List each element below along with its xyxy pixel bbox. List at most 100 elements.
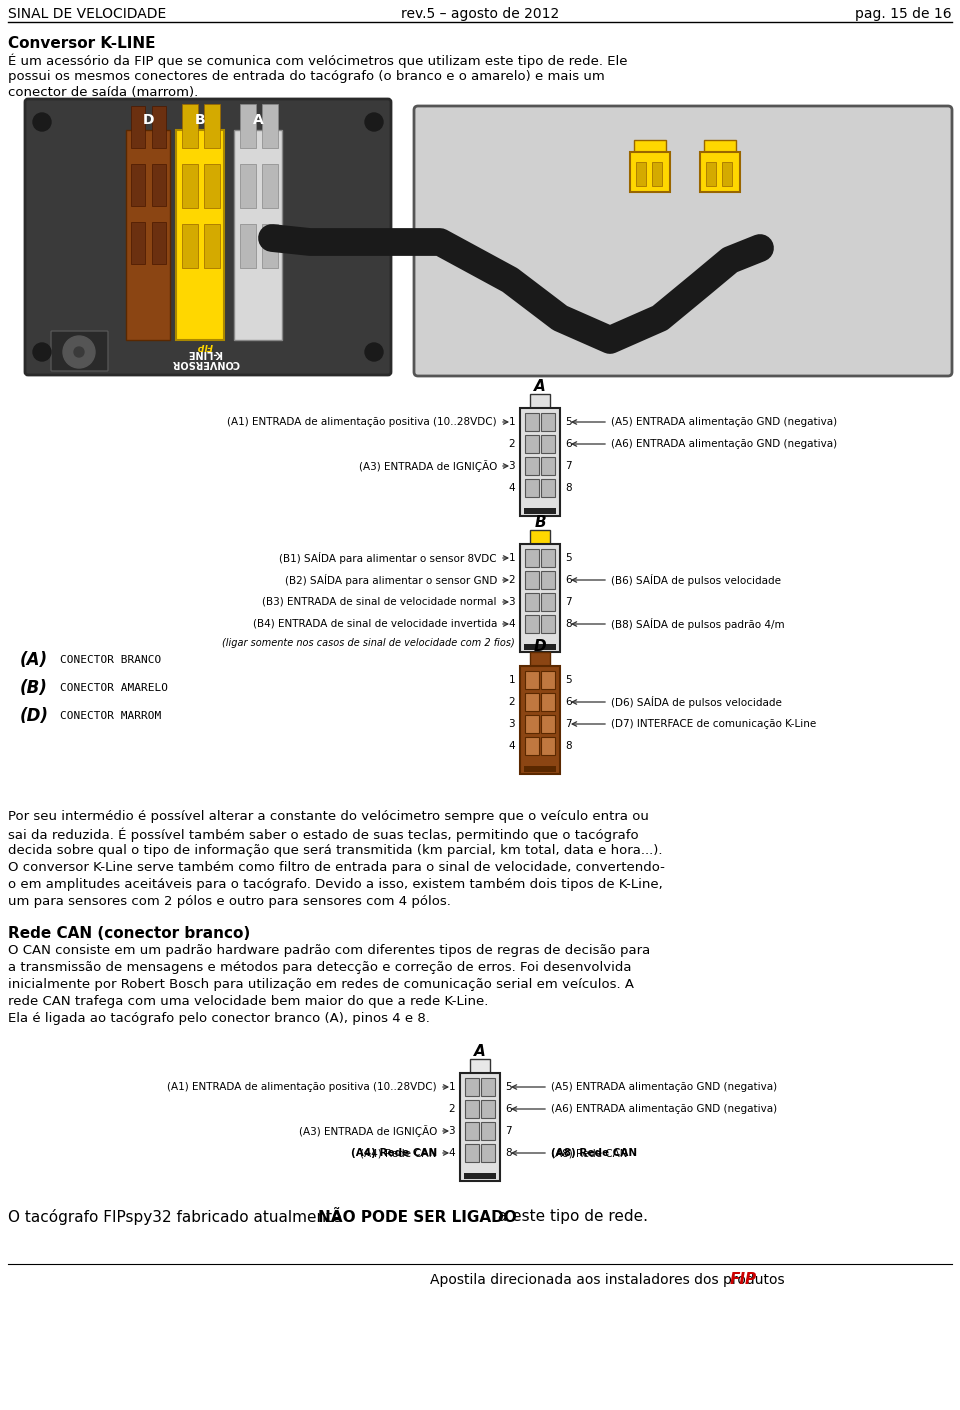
- Text: 6: 6: [565, 697, 571, 706]
- Bar: [126, 130, 170, 340]
- Text: (A8) Rede CAN: (A8) Rede CAN: [551, 1148, 637, 1158]
- Circle shape: [63, 336, 95, 368]
- Bar: [204, 104, 220, 148]
- Bar: [525, 413, 539, 431]
- Bar: [541, 436, 555, 453]
- Text: inicialmente por Robert Bosch para utilização em redes de comunicação serial em : inicialmente por Robert Bosch para utili…: [8, 979, 634, 991]
- Text: 7: 7: [565, 461, 571, 471]
- Bar: [524, 508, 556, 515]
- Text: 5: 5: [565, 675, 571, 685]
- Text: Apostila direcionada aos instaladores dos produtos: Apostila direcionada aos instaladores do…: [430, 1273, 784, 1287]
- Text: rev.5 – agosto de 2012: rev.5 – agosto de 2012: [401, 7, 559, 21]
- Text: 4: 4: [509, 619, 515, 629]
- Bar: [464, 1173, 496, 1179]
- Circle shape: [365, 113, 383, 131]
- Text: 1: 1: [509, 553, 515, 563]
- Bar: [541, 671, 555, 689]
- Bar: [700, 152, 740, 192]
- Text: (B2) SAÍDA para alimentar o sensor GND: (B2) SAÍDA para alimentar o sensor GND: [284, 574, 497, 587]
- Bar: [470, 1059, 490, 1073]
- Text: decida sobre qual o tipo de informação que será transmitida (km parcial, km tota: decida sobre qual o tipo de informação q…: [8, 845, 662, 857]
- FancyBboxPatch shape: [51, 331, 108, 371]
- Text: (A4) Rede CAN: (A4) Rede CAN: [361, 1148, 437, 1158]
- Text: (ligar somente nos casos de sinal de velocidade com 2 fios): (ligar somente nos casos de sinal de vel…: [223, 637, 515, 649]
- Text: 2: 2: [509, 439, 515, 448]
- Bar: [541, 737, 555, 754]
- Text: 8: 8: [505, 1148, 512, 1158]
- Bar: [524, 766, 556, 773]
- Bar: [182, 164, 198, 209]
- Text: (D7) INTERFACE de comunicação K-Line: (D7) INTERFACE de comunicação K-Line: [611, 719, 816, 729]
- Bar: [262, 224, 278, 268]
- Text: (A3) ENTRADA de IGNIÇÃO: (A3) ENTRADA de IGNIÇÃO: [299, 1125, 437, 1136]
- Bar: [525, 457, 539, 475]
- Text: 3: 3: [509, 596, 515, 606]
- Text: (B): (B): [20, 680, 48, 697]
- Text: 4: 4: [509, 742, 515, 752]
- Bar: [541, 692, 555, 711]
- Text: O conversor K-Line serve também como filtro de entrada para o sinal de velocidad: O conversor K-Line serve também como fil…: [8, 862, 665, 874]
- Bar: [530, 530, 550, 544]
- Bar: [636, 162, 646, 186]
- Text: A: A: [474, 1043, 486, 1059]
- Text: (A6) ENTRADA alimentação GND (negativa): (A6) ENTRADA alimentação GND (negativa): [611, 439, 837, 448]
- Text: (B8) SAÍDA de pulsos padrão 4/m: (B8) SAÍDA de pulsos padrão 4/m: [611, 618, 784, 630]
- Text: (B3) ENTRADA de sinal de velocidade normal: (B3) ENTRADA de sinal de velocidade norm…: [262, 596, 497, 606]
- Text: (D6) SAÍDA de pulsos velocidade: (D6) SAÍDA de pulsos velocidade: [611, 697, 781, 708]
- Bar: [240, 104, 256, 148]
- Bar: [481, 1144, 495, 1162]
- Text: 4: 4: [509, 484, 515, 494]
- Bar: [541, 413, 555, 431]
- Text: SINAL DE VELOCIDADE: SINAL DE VELOCIDADE: [8, 7, 166, 21]
- Text: (A3) ENTRADA de IGNIÇÃO: (A3) ENTRADA de IGNIÇÃO: [359, 460, 497, 472]
- Bar: [525, 571, 539, 589]
- Bar: [541, 594, 555, 611]
- Bar: [722, 162, 732, 186]
- Text: (A8) Rede CAN: (A8) Rede CAN: [551, 1148, 628, 1158]
- Text: D: D: [142, 113, 154, 127]
- Bar: [530, 651, 550, 666]
- Bar: [465, 1100, 479, 1118]
- Text: 6: 6: [565, 439, 571, 448]
- Text: A: A: [252, 113, 263, 127]
- Text: a este tipo de rede.: a este tipo de rede.: [493, 1210, 648, 1224]
- Bar: [465, 1079, 479, 1096]
- Text: 1: 1: [509, 675, 515, 685]
- Bar: [131, 164, 145, 206]
- Text: K-LINE: K-LINE: [187, 348, 223, 358]
- Text: (A1) ENTRADA de alimentação positiva (10..28VDC): (A1) ENTRADA de alimentação positiva (10…: [167, 1081, 437, 1091]
- Text: (A1) ENTRADA de alimentação positiva (10..28VDC): (A1) ENTRADA de alimentação positiva (10…: [228, 417, 497, 427]
- Circle shape: [365, 343, 383, 361]
- Bar: [541, 571, 555, 589]
- Bar: [634, 140, 666, 152]
- Text: 5: 5: [505, 1081, 512, 1091]
- Text: 5: 5: [565, 553, 571, 563]
- Circle shape: [74, 347, 84, 357]
- Bar: [131, 221, 145, 264]
- Text: possui os mesmos conectores de entrada do tacógrafo (o branco e o amarelo) e mai: possui os mesmos conectores de entrada d…: [8, 70, 605, 83]
- Text: rede CAN trafega com uma velocidade bem maior do que a rede K-Line.: rede CAN trafega com uma velocidade bem …: [8, 995, 489, 1008]
- FancyBboxPatch shape: [414, 106, 952, 376]
- Circle shape: [33, 343, 51, 361]
- Bar: [460, 1073, 500, 1182]
- Bar: [525, 671, 539, 689]
- Text: (A6) ENTRADA alimentação GND (negativa): (A6) ENTRADA alimentação GND (negativa): [551, 1104, 778, 1114]
- Text: Conversor K-LINE: Conversor K-LINE: [8, 37, 156, 51]
- Bar: [182, 104, 198, 148]
- Bar: [520, 666, 560, 774]
- Text: 3: 3: [448, 1127, 455, 1136]
- Text: 3: 3: [509, 719, 515, 729]
- Text: Rede CAN (conector branco): Rede CAN (conector branco): [8, 926, 251, 940]
- Bar: [204, 164, 220, 209]
- Text: o em amplitudes aceitáveis para o tacógrafo. Devido a isso, existem também dois : o em amplitudes aceitáveis para o tacógr…: [8, 878, 662, 891]
- Text: (A5) ENTRADA alimentação GND (negativa): (A5) ENTRADA alimentação GND (negativa): [611, 417, 837, 427]
- Bar: [706, 162, 716, 186]
- Text: pag. 15 de 16: pag. 15 de 16: [855, 7, 952, 21]
- Bar: [525, 615, 539, 633]
- Circle shape: [33, 113, 51, 131]
- Bar: [481, 1122, 495, 1141]
- Bar: [204, 224, 220, 268]
- Text: 3: 3: [509, 461, 515, 471]
- Bar: [652, 162, 662, 186]
- Text: B: B: [195, 113, 205, 127]
